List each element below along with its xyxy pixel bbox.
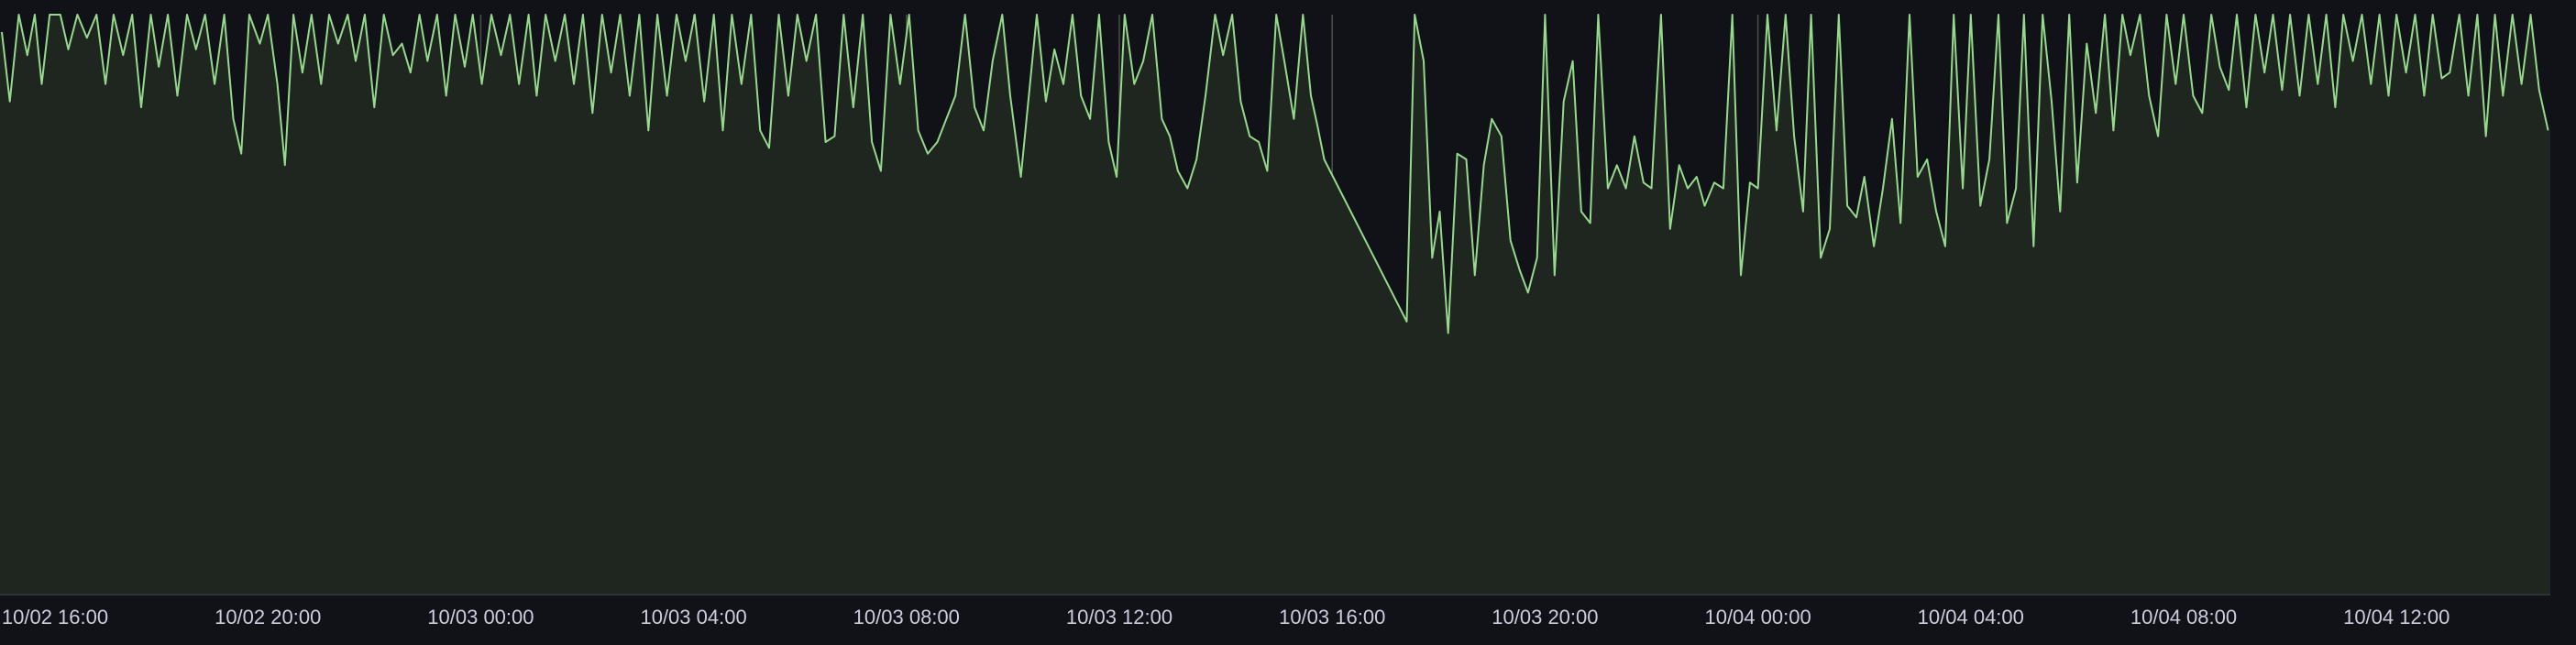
- x-tick-label: 10/03 00:00: [427, 606, 534, 629]
- x-tick-label: 10/04 04:00: [1918, 606, 2024, 629]
- x-tick-label: 10/03 04:00: [640, 606, 746, 629]
- x-tick-label: 10/03 16:00: [1279, 606, 1385, 629]
- x-tick-label: 10/04 12:00: [2343, 606, 2449, 629]
- x-tick-label: 10/03 08:00: [853, 606, 960, 629]
- x-tick-label: 10/03 12:00: [1066, 606, 1172, 629]
- x-tick-label: 10/04 00:00: [1704, 606, 1811, 629]
- x-tick-label: 10/04 08:00: [2130, 606, 2237, 629]
- x-tick-label: 10/02 16:00: [2, 606, 108, 629]
- series-area-fill: [0, 15, 2550, 594]
- x-tick-label: 10/03 20:00: [1492, 606, 1598, 629]
- x-axis-tick-labels: 10/02 16:00 10/02 20:00 10/03 00:00 10/03 0…: [2, 606, 2449, 629]
- x-tick-label: 10/02 20:00: [215, 606, 321, 629]
- series-line: [1, 14, 2549, 334]
